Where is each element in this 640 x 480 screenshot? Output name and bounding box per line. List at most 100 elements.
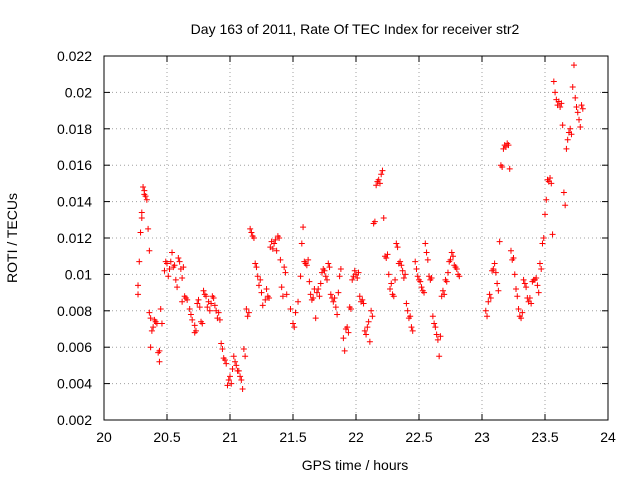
data-point xyxy=(540,235,547,241)
data-point xyxy=(316,293,323,300)
data-point xyxy=(349,276,356,283)
data-point xyxy=(447,256,454,263)
data-point xyxy=(371,218,378,225)
data-point xyxy=(574,109,581,116)
data-point xyxy=(409,327,416,334)
data-point xyxy=(235,367,242,374)
data-point xyxy=(366,338,373,345)
data-point xyxy=(576,116,583,123)
data-point xyxy=(495,287,502,294)
data-point xyxy=(271,240,278,247)
data-point xyxy=(437,333,444,340)
data-point xyxy=(278,284,285,291)
x-tick-label: 21 xyxy=(222,429,238,445)
data-point xyxy=(221,356,228,363)
data-point xyxy=(417,278,424,285)
data-point xyxy=(228,380,235,387)
data-point xyxy=(533,275,540,282)
data-point xyxy=(165,273,172,280)
data-point xyxy=(378,171,385,178)
x-axis-label: GPS time / hours xyxy=(302,457,409,473)
data-point xyxy=(368,307,375,314)
data-point xyxy=(491,260,498,267)
data-point xyxy=(359,296,366,303)
data-point xyxy=(223,360,230,367)
data-point xyxy=(499,164,506,171)
data-point xyxy=(317,280,324,287)
data-point xyxy=(552,89,559,96)
data-point xyxy=(379,167,386,174)
data-point xyxy=(444,269,451,276)
data-point xyxy=(331,295,338,302)
data-point xyxy=(325,260,332,267)
data-point xyxy=(238,376,245,383)
data-point xyxy=(137,229,144,236)
data-point xyxy=(494,280,501,287)
data-point xyxy=(526,295,533,302)
y-tick-label: 0.004 xyxy=(57,376,92,392)
data-point xyxy=(147,344,154,351)
data-point xyxy=(269,245,276,252)
data-point xyxy=(194,300,201,307)
data-point xyxy=(180,264,187,271)
data-point xyxy=(569,83,576,90)
data-point xyxy=(247,225,254,232)
data-point xyxy=(404,307,411,314)
data-point xyxy=(310,295,317,302)
data-point xyxy=(210,295,217,302)
data-point xyxy=(324,276,331,283)
data-point xyxy=(258,289,265,296)
data-point xyxy=(282,269,289,276)
data-point xyxy=(140,184,147,191)
data-point xyxy=(535,289,542,296)
data-point xyxy=(421,289,428,296)
data-point xyxy=(174,284,181,291)
x-tick-label: 21.5 xyxy=(279,429,306,445)
data-point xyxy=(211,302,218,309)
data-point xyxy=(179,298,186,305)
data-point xyxy=(345,329,352,336)
data-point xyxy=(290,320,296,327)
x-tick-labels: 20 20.5 21 21.5 22 22.5 23 23.5 24 xyxy=(96,429,616,445)
data-point xyxy=(245,309,252,316)
data-point xyxy=(344,324,351,331)
data-point xyxy=(312,315,319,322)
data-point xyxy=(219,346,226,353)
data-point xyxy=(279,293,286,300)
data-point xyxy=(242,353,249,360)
data-point xyxy=(303,262,310,269)
data-point xyxy=(248,229,255,236)
data-point xyxy=(448,249,455,256)
data-point xyxy=(176,258,183,265)
data-point xyxy=(337,265,344,272)
data-point xyxy=(485,298,492,305)
data-point xyxy=(520,276,527,283)
data-point xyxy=(577,123,584,130)
plot-frame xyxy=(103,55,609,421)
data-point xyxy=(563,145,570,152)
data-point xyxy=(453,265,460,272)
y-tick-label: 0.014 xyxy=(57,194,92,210)
grid-lines xyxy=(104,56,608,420)
data-point xyxy=(253,264,260,271)
data-point xyxy=(536,260,543,267)
data-point xyxy=(560,189,567,196)
data-point xyxy=(164,260,170,267)
data-point xyxy=(291,324,298,331)
data-point xyxy=(142,193,149,200)
data-point xyxy=(297,273,304,280)
data-point xyxy=(515,305,522,312)
data-point xyxy=(199,320,206,327)
data-point xyxy=(450,253,457,260)
data-point xyxy=(171,262,178,269)
data-point xyxy=(432,324,439,331)
data-point xyxy=(300,224,307,231)
data-point xyxy=(383,255,390,262)
data-point xyxy=(490,265,497,272)
data-point xyxy=(390,293,397,300)
data-point xyxy=(559,122,566,129)
data-point xyxy=(243,305,250,312)
data-point xyxy=(360,300,367,307)
data-point xyxy=(161,267,168,274)
data-point xyxy=(387,285,394,292)
